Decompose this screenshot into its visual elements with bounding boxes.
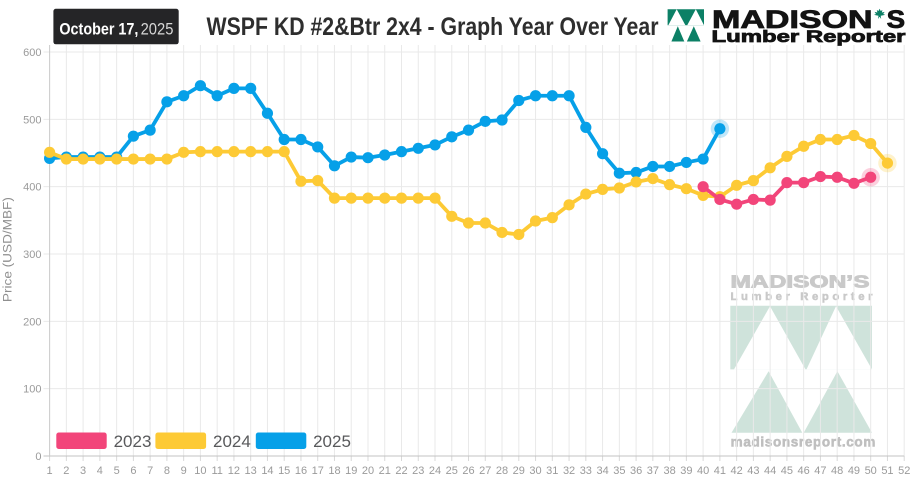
svg-text:2024: 2024 [213, 432, 251, 451]
svg-text:300: 300 [23, 249, 41, 261]
svg-text:52: 52 [898, 465, 910, 477]
svg-text:5: 5 [114, 465, 120, 477]
svg-text:39: 39 [680, 465, 692, 477]
svg-text:2: 2 [63, 465, 69, 477]
svg-text:19: 19 [345, 465, 357, 477]
svg-text:51: 51 [881, 465, 893, 477]
svg-text:27: 27 [479, 465, 491, 477]
svg-text:38: 38 [663, 465, 675, 477]
svg-text:17: 17 [312, 465, 324, 477]
svg-text:36: 36 [630, 465, 642, 477]
svg-text:2025: 2025 [141, 20, 174, 39]
svg-text:14: 14 [261, 465, 273, 477]
svg-text:25: 25 [446, 465, 458, 477]
svg-text:madisonsreport.com: madisonsreport.com [731, 435, 876, 450]
svg-text:10: 10 [194, 465, 206, 477]
svg-text:50: 50 [865, 465, 877, 477]
svg-text:11: 11 [211, 465, 222, 477]
svg-text:3: 3 [80, 465, 86, 477]
svg-text:Lumber Reporter: Lumber Reporter [731, 291, 874, 303]
svg-text:MADISON: MADISON [712, 6, 873, 34]
svg-text:S: S [887, 6, 906, 34]
svg-text:40: 40 [697, 465, 709, 477]
svg-text:16: 16 [295, 465, 307, 477]
svg-text:400: 400 [23, 182, 41, 194]
svg-text:2025: 2025 [313, 432, 351, 451]
svg-text:18: 18 [328, 465, 340, 477]
svg-text:37: 37 [647, 465, 659, 477]
svg-text:2023: 2023 [114, 432, 152, 451]
svg-text:22: 22 [395, 465, 407, 477]
svg-text:29: 29 [513, 465, 525, 477]
svg-text:31: 31 [546, 465, 558, 477]
svg-text:21: 21 [379, 465, 391, 477]
svg-text:Price (USD/MBF): Price (USD/MBF) [2, 197, 14, 302]
svg-text:43: 43 [747, 465, 759, 477]
svg-text:26: 26 [462, 465, 474, 477]
svg-text:15: 15 [278, 465, 290, 477]
svg-text:48: 48 [831, 465, 843, 477]
svg-text:20: 20 [362, 465, 374, 477]
svg-text:100: 100 [23, 384, 41, 396]
svg-text:500: 500 [23, 114, 41, 126]
svg-text:600: 600 [23, 47, 41, 59]
svg-text:4: 4 [97, 465, 103, 477]
svg-text:28: 28 [496, 465, 508, 477]
svg-text:33: 33 [580, 465, 592, 477]
svg-text:MADISON’S: MADISON’S [731, 272, 870, 292]
svg-text:23: 23 [412, 465, 424, 477]
svg-text:30: 30 [529, 465, 541, 477]
svg-text:32: 32 [563, 465, 575, 477]
svg-text:0: 0 [35, 451, 41, 463]
svg-text:24: 24 [429, 465, 441, 477]
svg-text:35: 35 [613, 465, 625, 477]
svg-text:WSPF KD #2&Btr 2x4 - Graph Yea: WSPF KD #2&Btr 2x4 - Graph Year Over Yea… [207, 13, 659, 41]
svg-text:8: 8 [164, 465, 170, 477]
svg-text:Lumber Reporter: Lumber Reporter [712, 27, 907, 46]
svg-text:October 17,: October 17, [59, 20, 138, 39]
svg-text:41: 41 [714, 465, 726, 477]
svg-text:42: 42 [731, 465, 743, 477]
svg-text:49: 49 [848, 465, 860, 477]
svg-text:45: 45 [781, 465, 793, 477]
svg-text:46: 46 [798, 465, 810, 477]
svg-text:1: 1 [47, 465, 53, 477]
svg-text:44: 44 [764, 465, 776, 477]
svg-text:34: 34 [596, 465, 608, 477]
svg-text:200: 200 [23, 316, 41, 328]
svg-text:12: 12 [228, 465, 240, 477]
svg-text:47: 47 [814, 465, 826, 477]
svg-text:9: 9 [181, 465, 187, 477]
svg-text:6: 6 [130, 465, 136, 477]
svg-text:13: 13 [245, 465, 257, 477]
svg-text:7: 7 [147, 465, 153, 477]
